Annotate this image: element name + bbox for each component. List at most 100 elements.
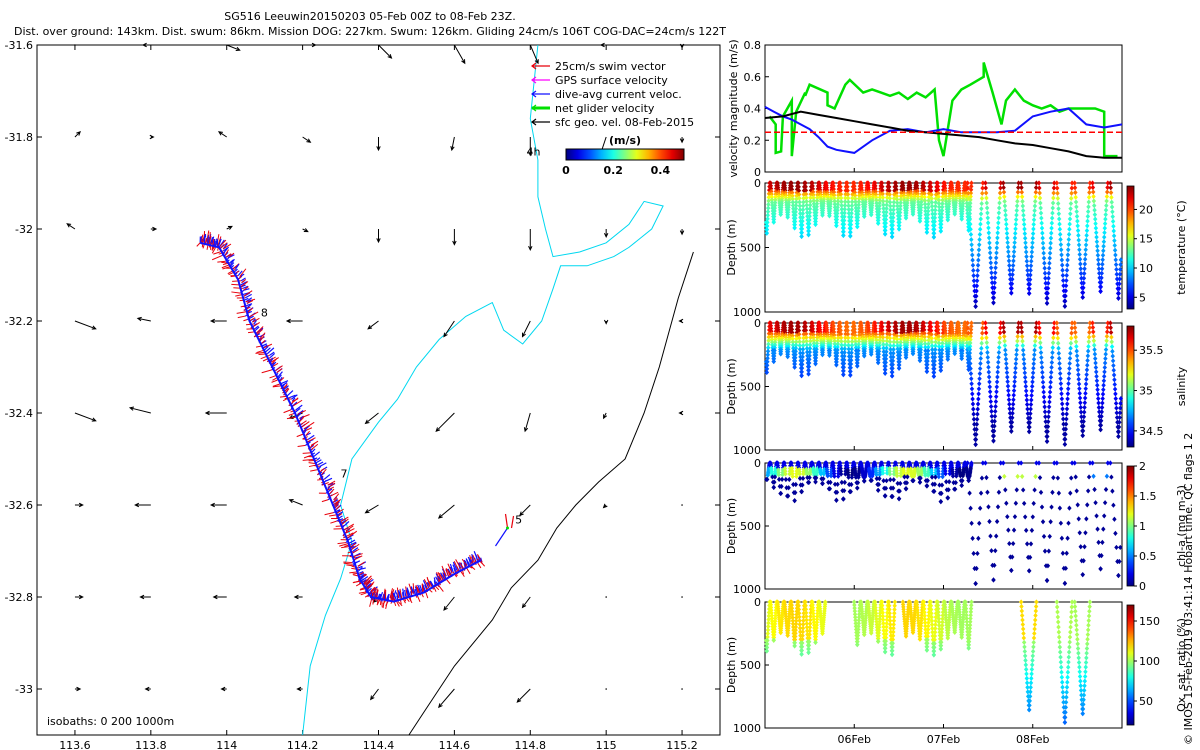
profile-point — [1059, 396, 1065, 402]
profile-point — [906, 185, 911, 191]
profile-point — [811, 334, 816, 341]
profile-point — [1093, 500, 1098, 506]
geo-vector-dot — [681, 504, 683, 506]
profile-point — [860, 194, 865, 200]
profile-point — [1113, 396, 1118, 402]
profile-point — [1015, 338, 1020, 344]
profile-point — [978, 355, 983, 362]
swim-vector — [221, 261, 227, 264]
profile-point — [925, 348, 931, 354]
profile-point — [1091, 338, 1097, 344]
profile-point — [1117, 271, 1123, 277]
geo-vector — [376, 137, 381, 152]
profile-point — [997, 195, 1003, 201]
profile-point — [843, 331, 848, 337]
profile-point — [897, 355, 902, 362]
profile-point — [874, 203, 880, 209]
profile-point — [1091, 333, 1096, 339]
profile-point — [968, 190, 974, 196]
profile-point — [1096, 404, 1102, 411]
geo-vector — [139, 594, 151, 600]
profile-point — [1010, 540, 1016, 547]
profile-point — [902, 335, 907, 341]
map-annotation: 5 — [515, 513, 522, 526]
profile-point — [995, 504, 1001, 510]
profile-point — [1009, 285, 1014, 291]
profile-point — [936, 330, 941, 336]
profile-point — [765, 472, 770, 478]
profile-point — [1033, 184, 1039, 191]
geo-vector — [74, 594, 84, 600]
profile-point — [959, 213, 965, 220]
profile-point — [1023, 527, 1029, 533]
profile-point — [1009, 567, 1014, 574]
profile-point — [1029, 383, 1035, 389]
profile-y-tick-label: 500 — [740, 520, 761, 533]
profile-point — [806, 221, 812, 227]
profile-point — [923, 348, 928, 354]
profile-point — [985, 359, 991, 365]
profile-point — [1041, 394, 1047, 400]
profile-point — [834, 362, 839, 368]
profile-point — [965, 185, 971, 191]
profile-point — [848, 218, 854, 224]
profile-point — [1093, 360, 1098, 366]
profile-point — [804, 624, 810, 630]
profile-point — [891, 211, 896, 217]
profile-point — [1056, 345, 1061, 351]
profile-point — [929, 335, 934, 341]
profile-point — [1020, 198, 1025, 204]
map-x-tick-label: 114.2 — [287, 739, 319, 750]
profile-point — [945, 354, 951, 360]
profile-point — [985, 489, 990, 495]
profile-point — [1081, 275, 1087, 281]
profile-point — [1094, 239, 1100, 245]
isobath-note: isobaths: 0 200 1000m — [47, 715, 174, 728]
profile-point — [873, 607, 878, 614]
profile-point — [935, 606, 941, 612]
profile-point — [1020, 343, 1026, 349]
profile-point — [906, 327, 911, 333]
profile-point — [923, 472, 928, 478]
profile-point — [987, 240, 992, 246]
profile-point — [1067, 226, 1072, 232]
profile-point — [993, 403, 998, 410]
profile-point — [860, 197, 865, 203]
profile-point — [939, 629, 945, 635]
profile-point — [1003, 207, 1008, 214]
profile-point — [922, 330, 927, 336]
profile-point — [967, 211, 972, 217]
profile-point — [772, 205, 777, 211]
geo-vector — [679, 229, 685, 236]
profile-point — [848, 372, 853, 378]
profile-y-tick-label: 500 — [740, 659, 761, 672]
profile-point — [1116, 295, 1121, 301]
profile-point — [968, 187, 974, 193]
profile-point — [950, 473, 956, 479]
profile-point — [856, 344, 861, 351]
profile-point — [992, 423, 997, 429]
profile-point — [939, 211, 945, 217]
profile-point — [1012, 374, 1018, 380]
profile-point — [1063, 293, 1068, 299]
profile-point — [850, 191, 855, 197]
profile-point — [1100, 395, 1105, 402]
profile-colorbar-label: salinity — [1175, 366, 1188, 406]
profile-point — [1072, 320, 1077, 326]
profile-point — [1068, 206, 1073, 212]
profile-point — [1029, 244, 1035, 250]
profile-point — [987, 384, 992, 390]
profile-point — [862, 353, 867, 359]
profile-point — [853, 344, 859, 351]
profile-point — [876, 354, 881, 360]
current-vector — [417, 584, 422, 593]
profile-point — [790, 202, 796, 209]
profile-point — [1081, 414, 1087, 420]
profile-point — [993, 548, 998, 554]
profile-point — [770, 474, 775, 480]
profile-point — [911, 473, 917, 479]
profile-point — [1098, 427, 1103, 433]
profile-point — [794, 615, 799, 621]
profile-point — [915, 336, 921, 342]
current-vector — [319, 462, 327, 467]
